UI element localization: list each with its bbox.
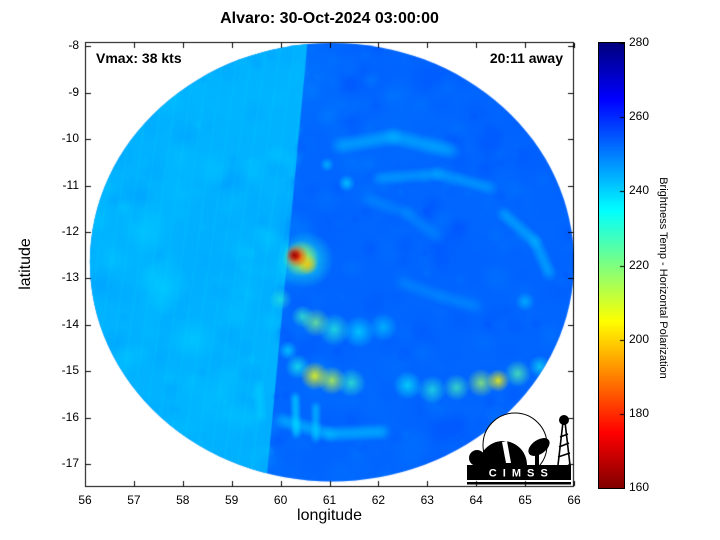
y-tick-label: -13 [61, 270, 79, 285]
y-axis-label: latitude [17, 238, 34, 290]
y-tick-label: -11 [62, 177, 79, 192]
cimss-logo: C I M S S [467, 412, 571, 485]
colorbar-tick-label: 260 [629, 109, 650, 124]
x-axis-label: longitude [297, 507, 362, 524]
lattice-tower-icon [557, 421, 571, 466]
x-tick-label: 64 [469, 493, 483, 507]
y-tick-label: -14 [61, 316, 79, 331]
y-tick-label: -15 [61, 363, 79, 378]
x-tick-label: 59 [225, 493, 239, 507]
y-tick-label: -12 [61, 223, 79, 238]
x-tick-label: 61 [322, 493, 337, 507]
colorbar-tick-label: 200 [629, 331, 650, 346]
cimss-logo-text: C I M S S [489, 468, 550, 480]
time-away-annotation: 20:11 away [489, 50, 563, 66]
colorbar-tick-label: 220 [629, 257, 650, 272]
vmax-annotation: Vmax: 38 kts [96, 50, 182, 66]
colorbar-tick-label: 160 [629, 480, 650, 494]
tower-dish-icon [559, 415, 569, 425]
dish-mount-icon [535, 451, 539, 465]
x-tick-label: 63 [420, 493, 434, 507]
colorbar-tick-label: 280 [629, 35, 650, 49]
logo-underline [467, 482, 571, 485]
x-tick-label: 66 [567, 493, 581, 507]
x-tick-label: 62 [371, 493, 386, 507]
x-tick-label: 65 [518, 493, 532, 507]
radome-icon [469, 450, 485, 466]
colorbar-tick-label: 180 [629, 405, 650, 420]
annotation-row: Vmax: 38 kts 20:11 away [85, 50, 574, 66]
x-tick-label: 60 [273, 493, 288, 507]
y-tick-label: -8 [68, 38, 79, 53]
plot-area: Vmax: 38 kts 20:11 away C I M S S [85, 42, 574, 487]
y-tick-label: -9 [68, 84, 79, 99]
y-tick-label: -17 [61, 456, 79, 471]
x-tick-label: 56 [78, 493, 92, 507]
colorbar-label: Brightness Temp - Horizontal Polarizatio… [657, 177, 669, 379]
chart-title: Alvaro: 30-Oct-2024 03:00:00 [220, 10, 439, 27]
x-tick-label: 58 [176, 493, 190, 507]
x-tick-label: 57 [127, 493, 141, 507]
colorbar-tick-label: 240 [629, 183, 650, 198]
colorbar-canvas [598, 42, 625, 489]
y-tick-label: -16 [61, 409, 79, 424]
y-tick-label: -10 [61, 131, 79, 146]
